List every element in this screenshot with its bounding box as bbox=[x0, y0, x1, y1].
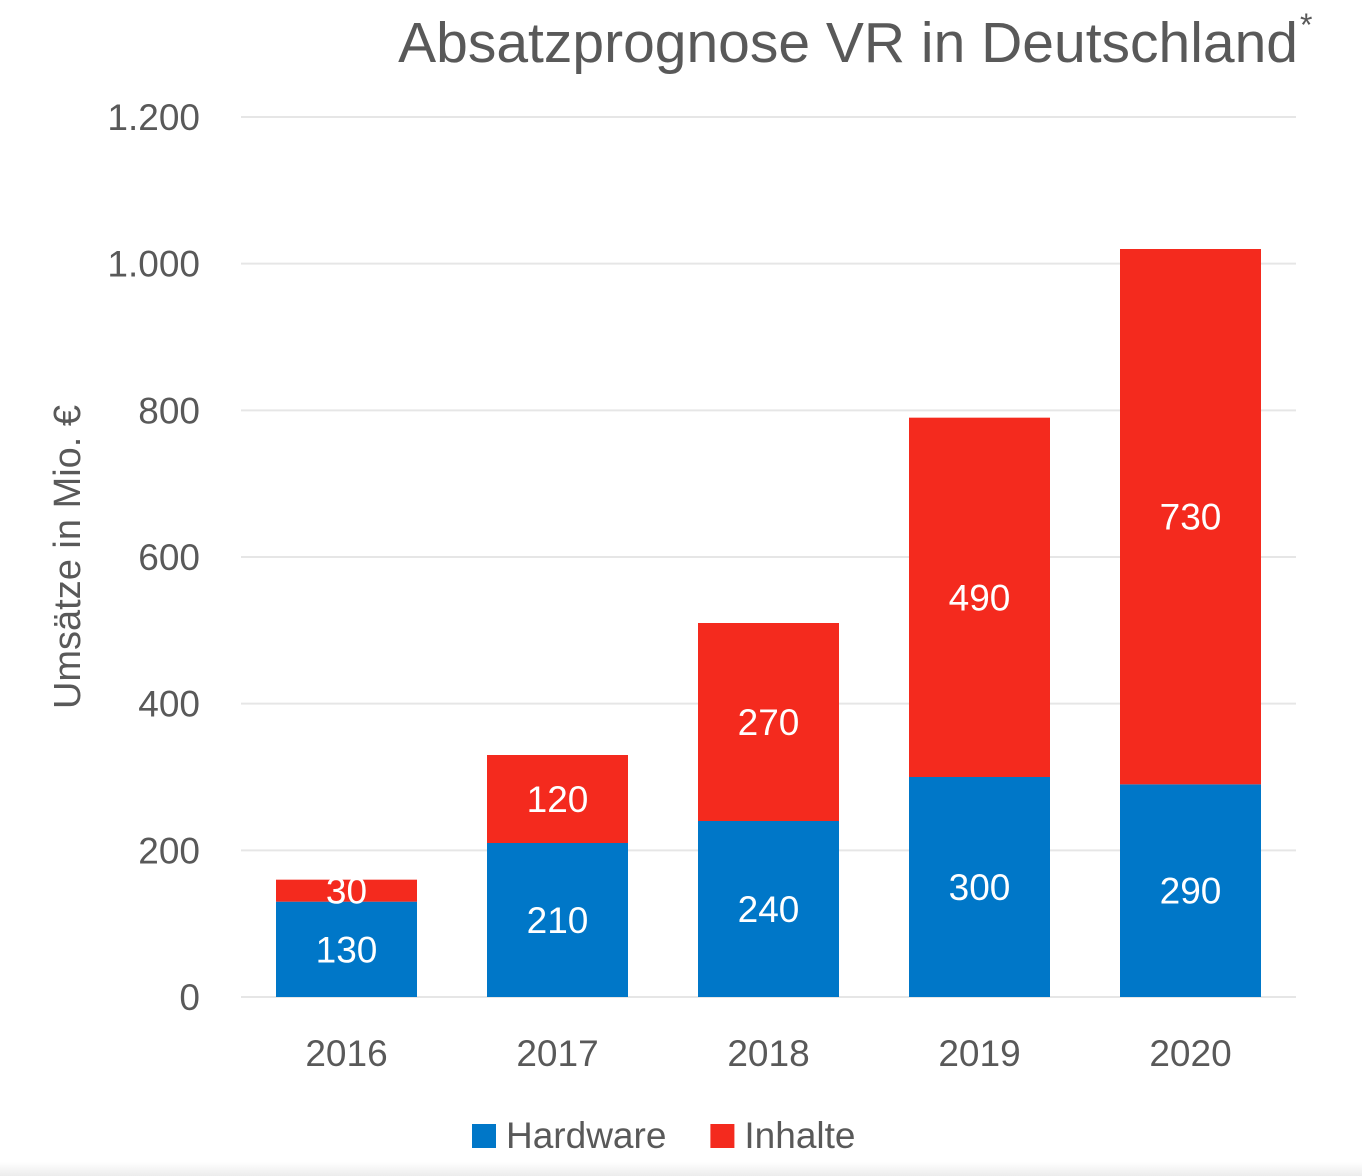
y-tick-label: 400 bbox=[138, 684, 200, 725]
y-tick-label: 0 bbox=[179, 977, 200, 1018]
y-axis-label: Umsätze in Mio. € bbox=[47, 405, 89, 709]
x-tick-label: 2017 bbox=[516, 1033, 598, 1074]
bar-inhalte-2020 bbox=[1120, 249, 1261, 785]
x-tick-label: 2018 bbox=[727, 1033, 809, 1074]
data-label: 270 bbox=[738, 702, 800, 743]
y-tick-label: 800 bbox=[138, 390, 200, 431]
legend-swatch bbox=[710, 1124, 735, 1148]
x-tick-label: 2020 bbox=[1149, 1033, 1231, 1074]
bar-hardware-2020 bbox=[1120, 784, 1261, 997]
legend-label: Hardware bbox=[506, 1115, 666, 1156]
bars: 130 30 210 120 240 270 300 490 290 730 bbox=[276, 249, 1261, 997]
chart-title: Absatzprognose VR in Deutschland bbox=[398, 11, 1298, 75]
bar-inhalte-2016 bbox=[276, 879, 417, 902]
data-label: 130 bbox=[316, 929, 378, 970]
data-label: 210 bbox=[527, 900, 589, 941]
legend-swatch bbox=[472, 1124, 496, 1148]
x-axis-ticks: 2016 2017 2018 2019 2020 bbox=[305, 1033, 1231, 1074]
y-tick-label: 1.200 bbox=[107, 97, 200, 138]
data-label: 290 bbox=[1160, 871, 1222, 912]
data-label: 30 bbox=[326, 871, 367, 912]
y-tick-label: 1.000 bbox=[107, 244, 200, 285]
y-axis-ticks: 0 200 400 600 800 1.000 1.200 bbox=[107, 97, 200, 1018]
bar-inhalte-2018 bbox=[698, 623, 839, 821]
data-label: 300 bbox=[949, 867, 1011, 908]
x-tick-label: 2016 bbox=[305, 1033, 387, 1074]
data-label: 490 bbox=[949, 577, 1011, 618]
bar-hardware-2016 bbox=[276, 901, 417, 997]
data-label: 730 bbox=[1160, 497, 1222, 538]
bottom-strip bbox=[0, 1162, 1362, 1176]
data-label: 120 bbox=[527, 779, 589, 820]
bar-hardware-2019 bbox=[909, 777, 1050, 997]
data-label: 240 bbox=[738, 889, 800, 930]
x-tick-label: 2019 bbox=[938, 1033, 1020, 1074]
legend: Hardware Inhalte bbox=[472, 1115, 856, 1156]
bar-hardware-2018 bbox=[698, 821, 839, 997]
legend-label: Inhalte bbox=[744, 1115, 855, 1156]
bar-inhalte-2019 bbox=[909, 417, 1050, 777]
y-tick-label: 600 bbox=[138, 537, 200, 578]
title-asterisk: * bbox=[1300, 7, 1312, 43]
y-tick-label: 200 bbox=[138, 830, 200, 871]
bar-inhalte-2017 bbox=[487, 755, 628, 843]
bar-hardware-2017 bbox=[487, 843, 628, 997]
